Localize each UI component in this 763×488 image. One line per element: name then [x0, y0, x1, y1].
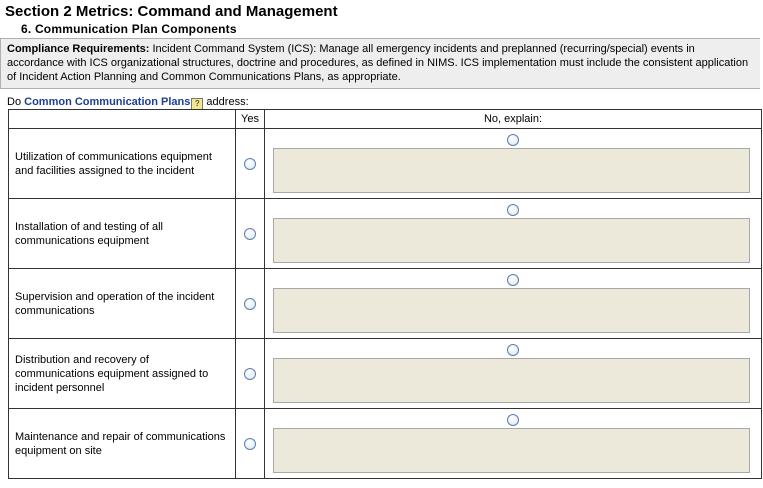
- table-header: Yes No, explain:: [8, 109, 762, 129]
- components-table: Yes No, explain: Utilization of communic…: [8, 109, 762, 479]
- no-radio[interactable]: [507, 134, 519, 146]
- yes-cell: [234, 338, 266, 409]
- intro-prefix: Do: [7, 96, 25, 108]
- subsection-title: 6. Communication Plan Components: [21, 22, 237, 36]
- question-intro: Do Common Communication Plans? address:: [7, 96, 249, 110]
- common-communication-plans-link[interactable]: Common Communication Plans: [24, 96, 191, 108]
- explain-textarea[interactable]: [273, 148, 750, 193]
- header-no: No, explain:: [264, 109, 762, 129]
- table-row: Distribution and recovery of communicati…: [8, 338, 762, 409]
- explain-textarea[interactable]: [273, 218, 750, 263]
- yes-radio[interactable]: [243, 227, 256, 240]
- no-cell: [264, 268, 762, 339]
- compliance-text: Incident Command System (ICS): Manage al…: [7, 43, 749, 83]
- no-cell: [264, 408, 762, 479]
- no-cell: [264, 338, 762, 409]
- yes-cell: [234, 268, 266, 339]
- yes-cell: [234, 128, 266, 199]
- yes-cell: [234, 198, 266, 269]
- no-radio[interactable]: [507, 274, 519, 286]
- yes-radio[interactable]: [243, 297, 256, 310]
- compliance-label: Compliance Requirements:: [7, 43, 150, 55]
- explain-textarea[interactable]: [273, 428, 750, 473]
- row-label: Distribution and recovery of communicati…: [8, 338, 236, 409]
- section-title: Section 2 Metrics: Command and Managemen…: [5, 3, 338, 20]
- table-row: Supervision and operation of the inciden…: [8, 268, 762, 339]
- explain-textarea[interactable]: [273, 288, 750, 333]
- yes-radio[interactable]: [243, 157, 256, 170]
- no-radio[interactable]: [507, 344, 519, 356]
- row-label: Utilization of communications equipment …: [8, 128, 236, 199]
- yes-radio[interactable]: [243, 367, 256, 380]
- table-row: Installation of and testing of all commu…: [8, 198, 762, 269]
- header-item: [8, 109, 236, 129]
- row-label: Maintenance and repair of communications…: [8, 408, 236, 479]
- table-row: Maintenance and repair of communications…: [8, 408, 762, 479]
- yes-cell: [234, 408, 266, 479]
- compliance-requirements: Compliance Requirements: Incident Comman…: [0, 38, 760, 89]
- no-radio[interactable]: [507, 414, 519, 426]
- no-radio[interactable]: [507, 204, 519, 216]
- no-cell: [264, 128, 762, 199]
- explain-textarea[interactable]: [273, 358, 750, 403]
- yes-radio[interactable]: [243, 437, 256, 450]
- intro-suffix: address:: [203, 96, 249, 108]
- header-yes: Yes: [234, 109, 266, 129]
- no-cell: [264, 198, 762, 269]
- row-label: Installation of and testing of all commu…: [8, 198, 236, 269]
- table-row: Utilization of communications equipment …: [8, 128, 762, 199]
- help-icon[interactable]: ?: [191, 98, 204, 110]
- row-label: Supervision and operation of the inciden…: [8, 268, 236, 339]
